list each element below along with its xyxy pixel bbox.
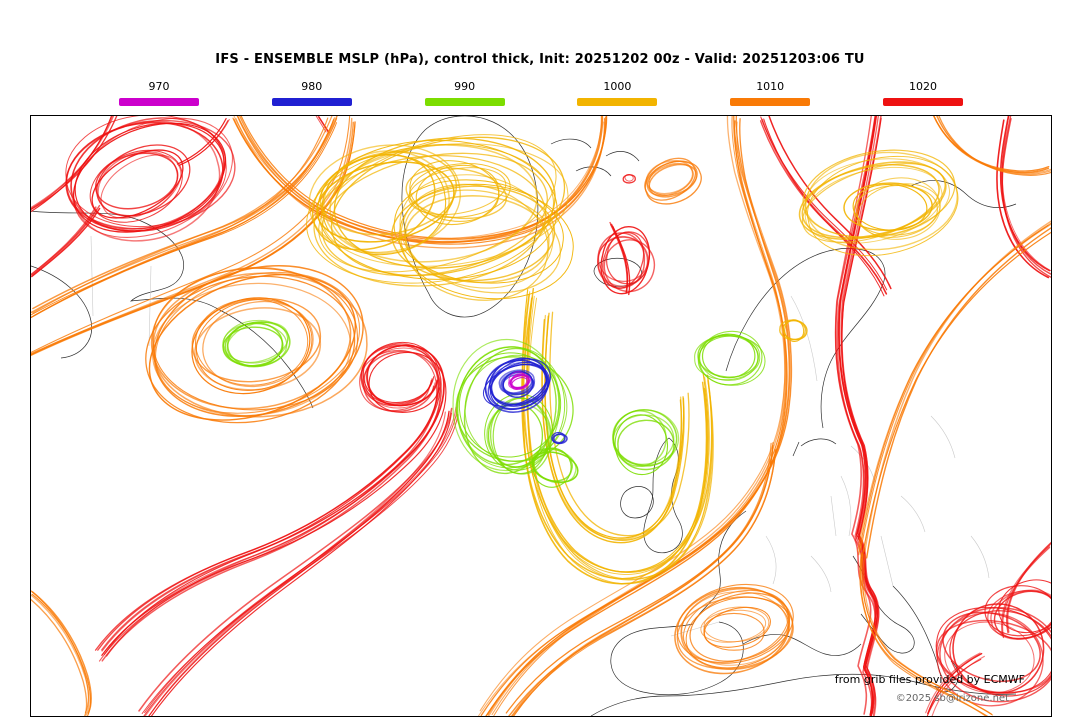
legend-item-1010: 1010	[730, 80, 811, 106]
legend-color-bar	[882, 98, 963, 106]
legend-label: 1000	[603, 80, 632, 93]
coastline-scandinavia	[725, 248, 886, 429]
legend-label: 980	[301, 80, 323, 93]
coastline-russia-north	[910, 180, 1017, 208]
attribution-ecmwf: from grib files provided by ECMWF	[834, 673, 1025, 686]
legend-color-bar	[730, 98, 811, 106]
legend-color-bar	[119, 98, 199, 106]
legend-label: 1010	[756, 80, 785, 93]
page-title: IFS - ENSEMBLE MSLP (hPa), control thick…	[215, 52, 865, 67]
legend-color-bar	[577, 98, 658, 106]
legend-label: 970	[148, 80, 170, 93]
legend-label: 1020	[908, 80, 937, 93]
legend-item-990: 990	[424, 80, 505, 106]
attribution-copyright: ©2025 sb@irizone.net	[895, 693, 1009, 704]
legend-color-bar	[424, 98, 505, 106]
coastline-great-britain	[643, 437, 683, 554]
legend-item-980: 980	[271, 80, 352, 106]
coastline-ireland	[620, 486, 654, 519]
legend-label: 990	[454, 80, 476, 93]
map-svg	[31, 116, 1051, 716]
coastline-mediterranean	[742, 634, 862, 656]
legend-item-1000: 1000	[577, 80, 658, 106]
legend-item-1020: 1020	[882, 80, 963, 106]
legend-item-970: 970	[119, 80, 199, 106]
legend-color-bar	[271, 98, 352, 106]
map-panel: from grib files provided by ECMWF ©2025 …	[30, 115, 1052, 717]
pressure-legend: 970 980 990 1000 1010 1020	[119, 80, 963, 106]
coastline-greenland	[401, 116, 539, 318]
coastline-baltic	[792, 438, 837, 457]
coastline-france	[692, 510, 747, 625]
contours-layer	[31, 116, 1051, 716]
coastline-iberia	[610, 621, 744, 696]
coastline-hudson	[31, 265, 93, 359]
